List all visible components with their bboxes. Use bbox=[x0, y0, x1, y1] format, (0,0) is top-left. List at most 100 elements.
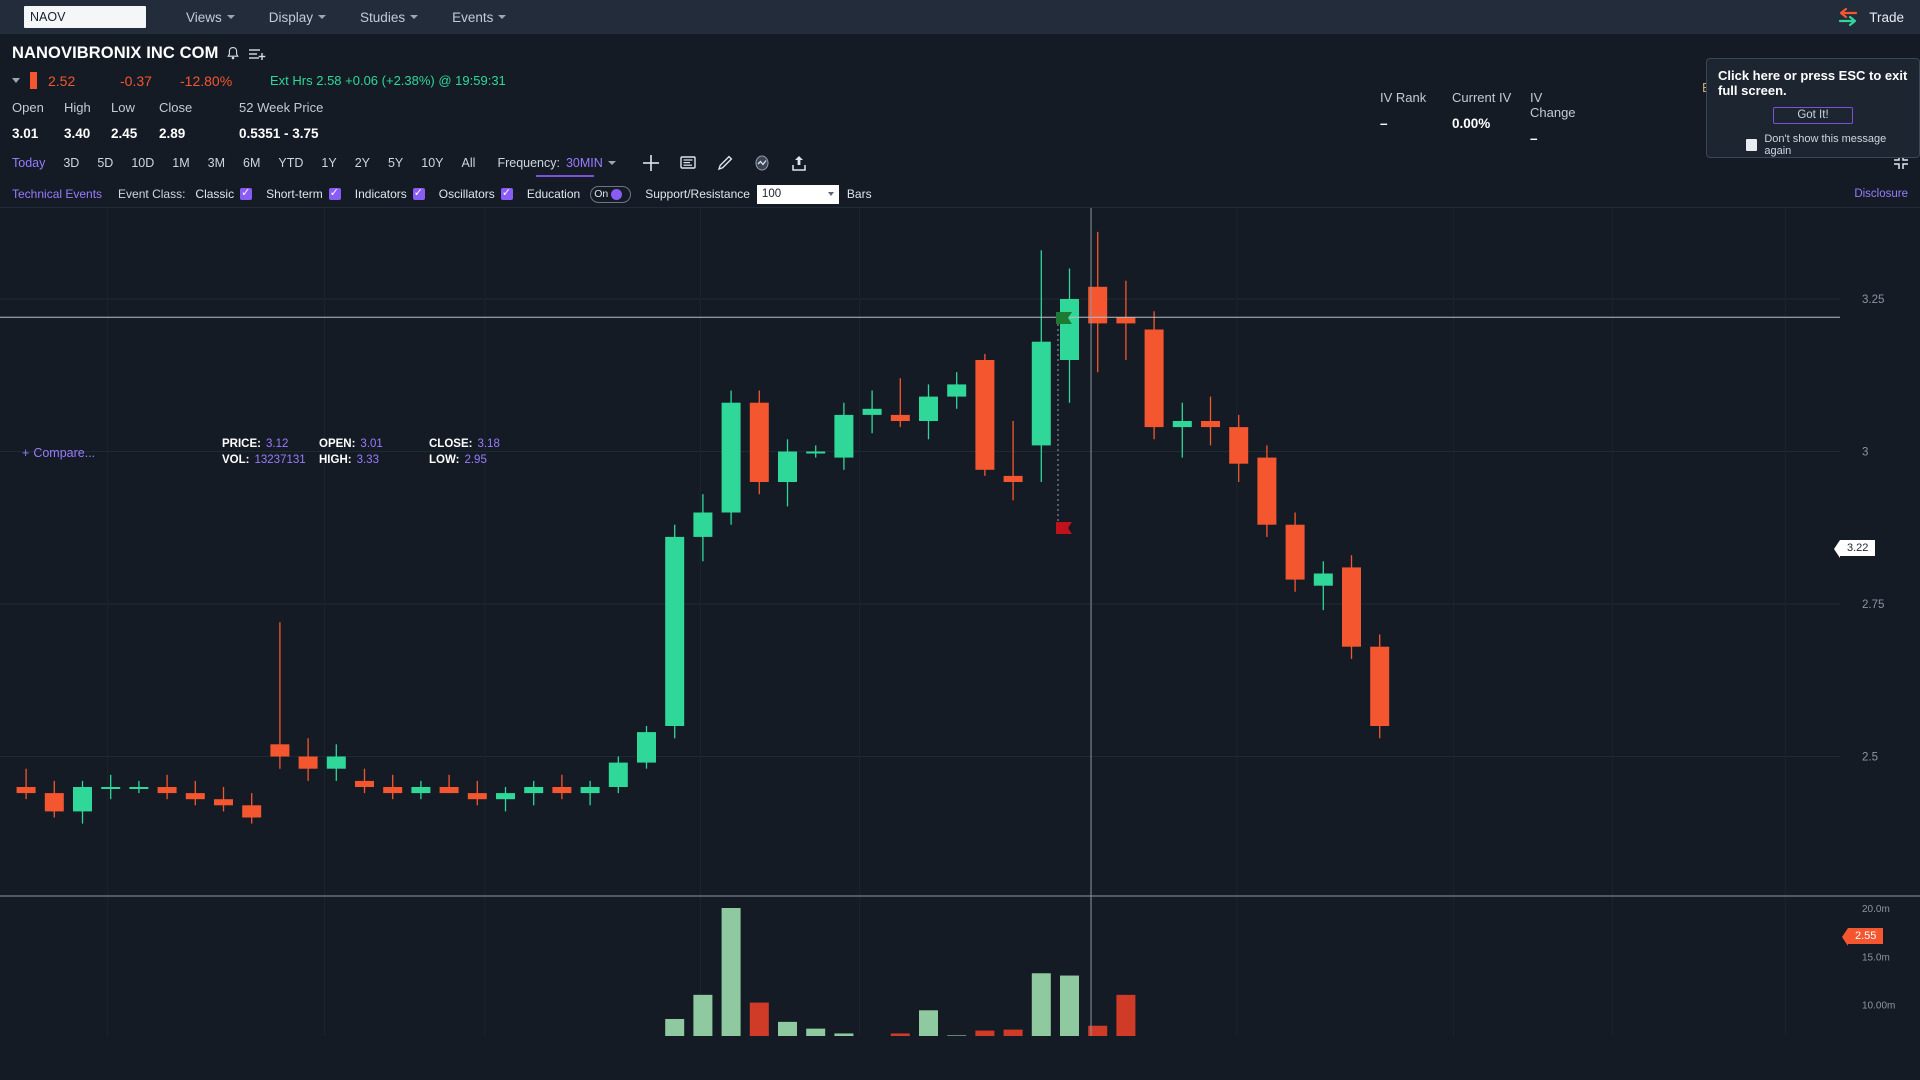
stat-iv-change-value: – bbox=[1530, 131, 1538, 146]
menu-display[interactable]: Display bbox=[268, 9, 327, 25]
price-axis-tick: 2.5 bbox=[1862, 752, 1878, 764]
chart-area[interactable]: 3.2532.752.512:008/1112:008/1212:008/131… bbox=[0, 207, 1920, 1036]
add-to-list-icon[interactable] bbox=[248, 47, 266, 61]
checkbox-short-term[interactable]: Short-term bbox=[266, 186, 341, 201]
stat-low-value: 2.45 bbox=[111, 126, 138, 141]
dont-show-again-row[interactable]: Don't show this message again bbox=[1718, 133, 1908, 157]
legend-row-2: VOL: 13237131 HIGH: 3.33 LOW: 2.95 bbox=[222, 452, 500, 468]
checkbox-classic[interactable]: Classic bbox=[195, 186, 253, 201]
menu-display-label: Display bbox=[268, 9, 314, 25]
expand-quote-chevron-icon[interactable] bbox=[12, 78, 20, 83]
period-1y[interactable]: 1Y bbox=[321, 156, 337, 170]
education-toggle[interactable]: On bbox=[590, 185, 632, 203]
period-today[interactable]: Today bbox=[12, 156, 46, 170]
period-ytd[interactable]: YTD bbox=[278, 156, 304, 170]
period-all[interactable]: All bbox=[461, 156, 476, 170]
price-axis-tick: 3.25 bbox=[1862, 294, 1884, 306]
candle bbox=[1116, 280, 1136, 360]
candle bbox=[834, 402, 854, 470]
compare-button[interactable]: + Compare... bbox=[22, 446, 95, 460]
bearish-event-marker[interactable] bbox=[1056, 522, 1072, 534]
eraser-icon[interactable] bbox=[752, 153, 772, 173]
tooltip-message: Click here or press ESC to exit full scr… bbox=[1718, 68, 1908, 98]
stat-open-label: Open bbox=[12, 100, 44, 115]
candle bbox=[1031, 250, 1051, 482]
dont-show-checkbox[interactable] bbox=[1746, 139, 1758, 151]
frequency-selector[interactable]: 30MIN bbox=[566, 156, 616, 170]
menu-views[interactable]: Views bbox=[186, 10, 235, 25]
stat-close: Close 2.89 bbox=[159, 100, 239, 141]
candle bbox=[242, 793, 262, 824]
candle bbox=[1313, 561, 1333, 611]
chevron-down-icon bbox=[410, 15, 419, 19]
period-5d[interactable]: 5D bbox=[97, 156, 114, 170]
candle bbox=[411, 780, 431, 800]
candle bbox=[1370, 634, 1390, 739]
checkbox-oscillators-label: Oscillators bbox=[438, 187, 495, 201]
candle bbox=[975, 353, 995, 476]
candle bbox=[552, 774, 572, 800]
candle bbox=[496, 787, 515, 812]
price-chart-svg[interactable]: 3.2532.752.512:008/1112:008/1212:008/131… bbox=[0, 208, 1920, 1036]
exit-fullscreen-tooltip[interactable]: Click here or press ESC to exit full scr… bbox=[1706, 58, 1920, 158]
period-3d[interactable]: 3D bbox=[63, 156, 80, 170]
menu-events[interactable]: Events bbox=[452, 10, 507, 25]
legend-volume-value: 13237131 bbox=[254, 454, 306, 466]
legend-volume-key: VOL: bbox=[222, 454, 250, 466]
stat-52week-value: 0.5351 - 3.75 bbox=[239, 126, 319, 141]
got-it-button[interactable]: Got It! bbox=[1773, 107, 1853, 124]
technical-events-title[interactable]: Technical Events bbox=[12, 187, 103, 201]
support-resistance-select[interactable]: 100 bbox=[756, 184, 839, 204]
stat-52week-label: 52 Week Price bbox=[239, 100, 324, 115]
checkbox-indicators-box[interactable] bbox=[412, 186, 425, 200]
exit-fullscreen-icon[interactable] bbox=[1892, 153, 1910, 171]
period-10d[interactable]: 10D bbox=[131, 156, 155, 170]
period-10y[interactable]: 10Y bbox=[421, 156, 444, 170]
checkbox-indicators[interactable]: Indicators bbox=[355, 186, 425, 201]
candle bbox=[1285, 512, 1305, 592]
legend-high-key: HIGH: bbox=[319, 454, 352, 466]
search-input[interactable] bbox=[30, 10, 191, 24]
stat-close-value: 2.89 bbox=[159, 126, 186, 141]
period-3m[interactable]: 3M bbox=[207, 156, 226, 170]
stat-low: Low 2.45 bbox=[111, 100, 159, 141]
period-1m[interactable]: 1M bbox=[172, 156, 190, 170]
price-axis-tick: 3 bbox=[1862, 447, 1868, 459]
search-icon[interactable] bbox=[191, 11, 204, 24]
top-navigation-bar: Views Display Studies Events Trade bbox=[0, 0, 1920, 34]
period-2y[interactable]: 2Y bbox=[354, 156, 370, 170]
bullish-event-marker[interactable] bbox=[1056, 312, 1072, 324]
period-5y[interactable]: 5Y bbox=[387, 156, 404, 170]
menu-studies[interactable]: Studies bbox=[360, 10, 419, 25]
trade-arrows-icon bbox=[1839, 7, 1858, 27]
candle bbox=[383, 774, 403, 800]
checkbox-short-term-box[interactable] bbox=[328, 186, 341, 200]
export-icon[interactable] bbox=[789, 153, 809, 173]
last-price-badge: 2.55 bbox=[1841, 928, 1884, 946]
disclosure-link[interactable]: Disclosure bbox=[1854, 188, 1908, 200]
frequency-label: Frequency: bbox=[497, 156, 560, 170]
candle bbox=[524, 780, 544, 806]
symbol-search[interactable] bbox=[24, 6, 203, 28]
candle bbox=[1201, 396, 1220, 446]
price-axis-tick: 2.75 bbox=[1862, 599, 1884, 611]
candle bbox=[298, 738, 318, 781]
bell-icon[interactable] bbox=[226, 46, 240, 61]
last-price: 2.52 bbox=[48, 72, 76, 89]
trade-button[interactable]: Trade bbox=[1836, 0, 1904, 34]
stat-current-iv: Current IV 0.00% bbox=[1452, 90, 1530, 146]
education-label[interactable]: Education bbox=[526, 187, 581, 201]
candle bbox=[1229, 414, 1249, 482]
frequency-value: 30MIN bbox=[565, 156, 603, 170]
stat-iv-rank: IV Rank – bbox=[1380, 90, 1452, 146]
checkbox-classic-box[interactable] bbox=[240, 186, 253, 200]
period-6m[interactable]: 6M bbox=[243, 156, 261, 170]
candle bbox=[608, 756, 628, 794]
note-icon[interactable] bbox=[678, 153, 698, 173]
checkbox-oscillators[interactable]: Oscillators bbox=[438, 186, 513, 201]
candle bbox=[355, 768, 374, 794]
checkbox-oscillators-box[interactable] bbox=[500, 186, 513, 200]
crosshair-icon[interactable] bbox=[641, 153, 661, 173]
candle bbox=[1003, 421, 1023, 501]
draw-pencil-icon[interactable] bbox=[715, 153, 735, 173]
